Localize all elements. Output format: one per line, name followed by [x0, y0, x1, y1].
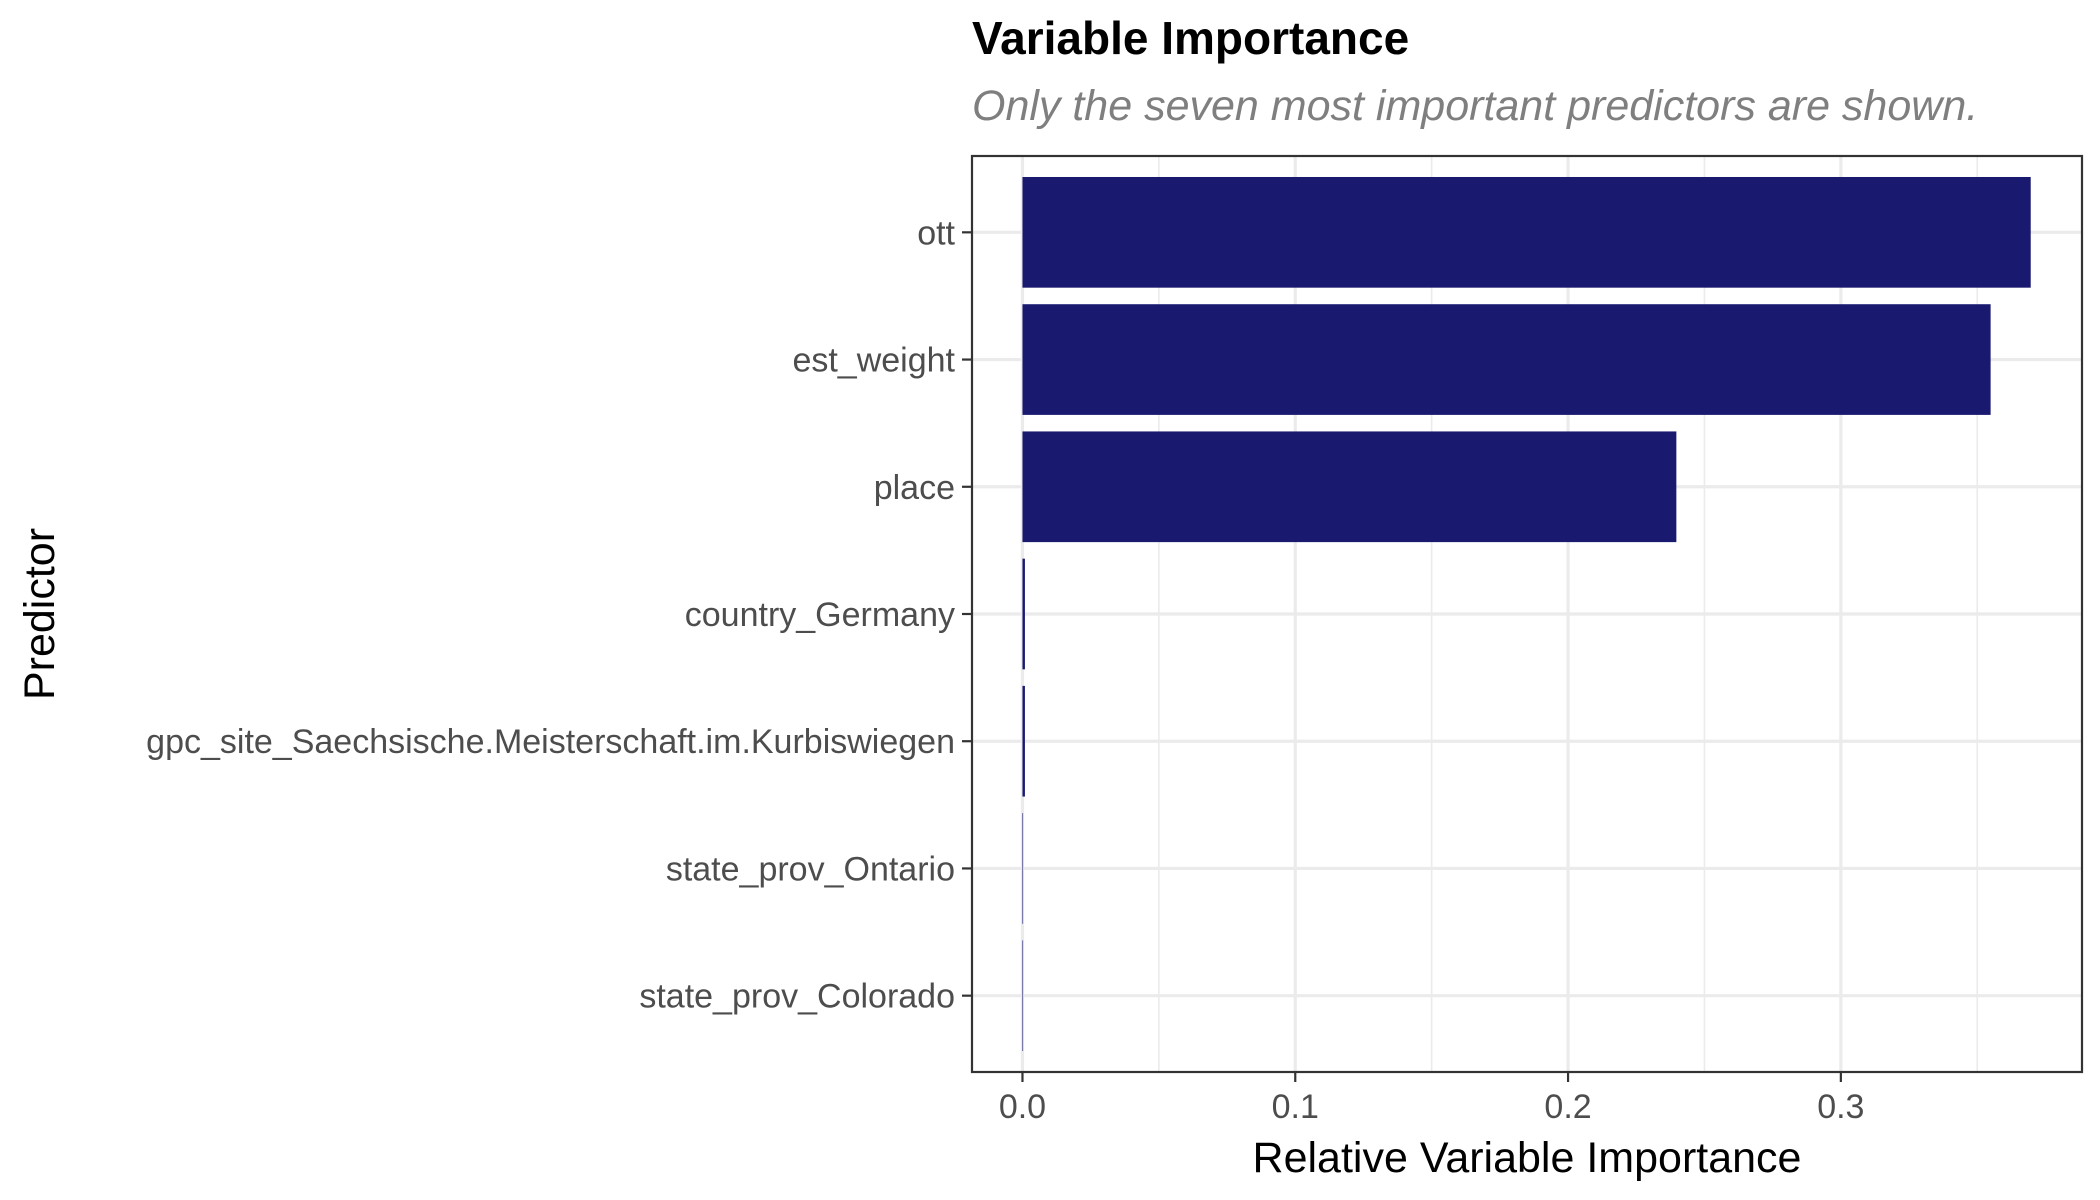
- y-tick-label: state_prov_Ontario: [666, 850, 955, 888]
- y-tick-label: state_prov_Colorado: [639, 978, 955, 1016]
- chart-subtitle: Only the seven most important predictors…: [972, 82, 1978, 130]
- x-tick-label: 0.1: [1272, 1088, 1319, 1126]
- bar: [1022, 176, 2031, 288]
- bar: [1022, 940, 1024, 1052]
- x-tick-label: 0.0: [999, 1088, 1046, 1126]
- bar: [1022, 304, 1991, 415]
- y-tick-label: ott: [917, 214, 955, 252]
- x-tick-label: 0.2: [1544, 1088, 1591, 1126]
- bars: [1022, 176, 2031, 1052]
- bar: [1022, 431, 1677, 543]
- bar: [1022, 813, 1024, 924]
- bar: [1022, 558, 1025, 670]
- x-tick-label: 0.3: [1817, 1088, 1864, 1126]
- y-tick-label: place: [874, 469, 955, 507]
- y-tick-label: country_Germany: [685, 596, 955, 634]
- chart-title: Variable Importance: [972, 12, 1409, 64]
- x-axis-title: Relative Variable Importance: [1253, 1134, 1802, 1182]
- y-axis-title: Predictor: [16, 528, 64, 700]
- y-tick-label: est_weight: [792, 342, 955, 380]
- bar: [1022, 685, 1025, 797]
- y-tick-label: gpc_site_Saechsische.Meisterschaft.im.Ku…: [146, 723, 955, 761]
- x-axis: 0.0 0.1 0.2 0.3: [999, 1072, 1864, 1126]
